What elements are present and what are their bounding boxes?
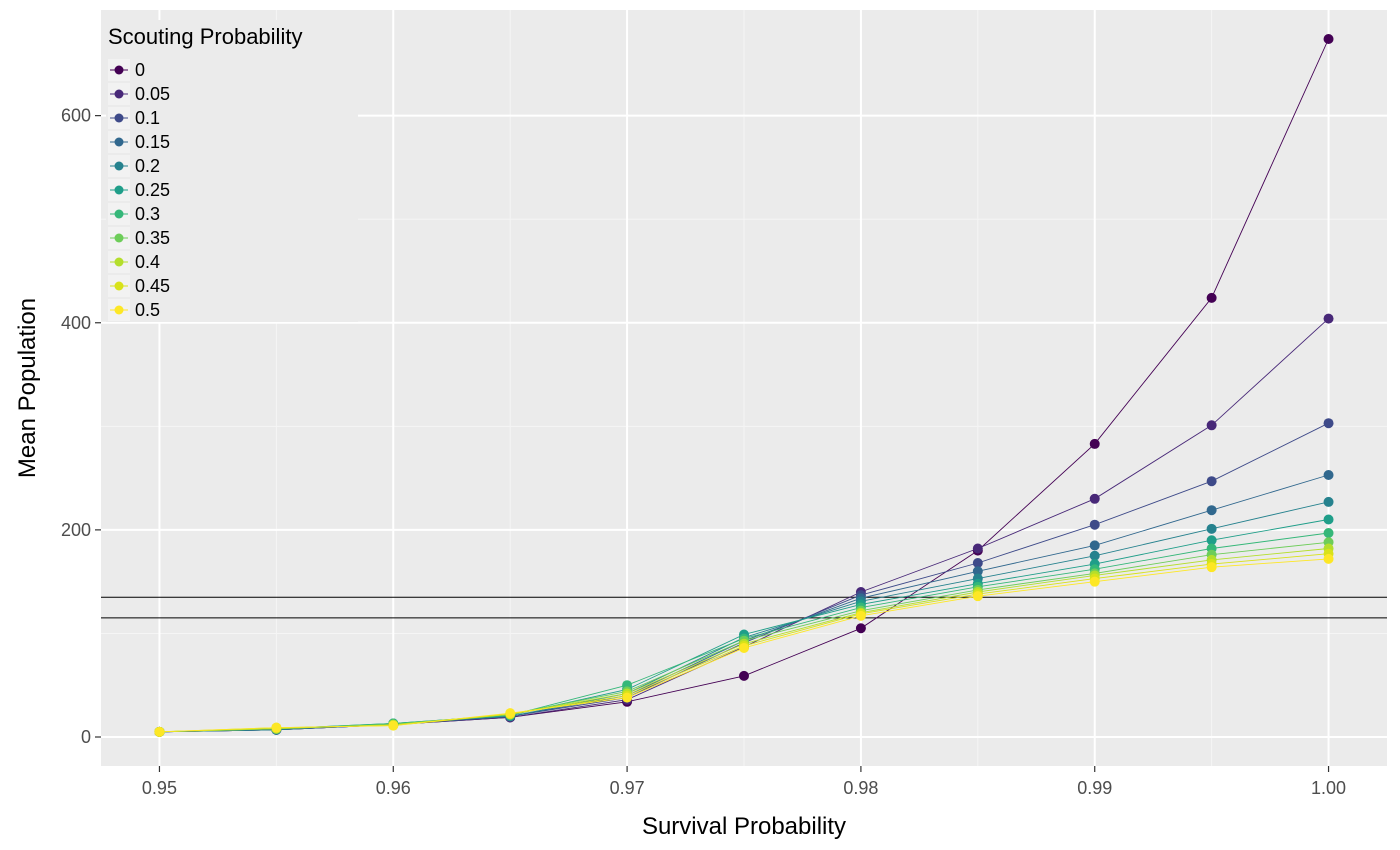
legend-key-0.25 <box>108 179 130 201</box>
data-point-0.1 <box>1089 519 1100 530</box>
x-tick-label: 1.00 <box>1311 778 1346 798</box>
data-point-0 <box>1089 438 1100 449</box>
reference-lines <box>101 596 1387 619</box>
data-point-0.5 <box>739 642 749 653</box>
legend-key-point <box>114 89 124 99</box>
legend-key-0.2 <box>108 155 130 177</box>
legend: Scouting Probability 0 0.05 0.1 0.15 0.2 0.25… <box>106 20 358 322</box>
legend-key-0.1 <box>108 107 130 129</box>
data-point-0.15 <box>1323 469 1334 480</box>
legend-key-point <box>114 281 124 291</box>
y-axis-ticks: 0 200 400 600 <box>61 106 101 747</box>
data-point-0.05 <box>972 543 983 554</box>
legend-key-0.35 <box>108 227 130 249</box>
x-axis-title: Survival Probability <box>642 813 846 840</box>
data-point-0.2 <box>1206 523 1217 534</box>
data-point-0.15 <box>1206 505 1217 516</box>
data-point-0.5 <box>622 692 633 703</box>
legend-label-0.4: 0.4 <box>135 252 160 272</box>
legend-label-0: 0 <box>135 60 145 80</box>
data-point-0.1 <box>1323 418 1334 429</box>
legend-label-0.45: 0.45 <box>135 276 170 296</box>
data-point-0.25 <box>1206 535 1217 546</box>
data-point-0.5 <box>388 720 399 731</box>
legend-key-point <box>114 305 124 315</box>
data-point-0.1 <box>972 558 983 569</box>
legend-label-0.35: 0.35 <box>135 228 170 248</box>
x-tick-label: 0.98 <box>843 778 878 798</box>
legend-key-0 <box>108 59 130 81</box>
legend-key-point <box>114 209 124 219</box>
y-tick-label: 200 <box>61 520 91 540</box>
x-tick-label: 0.99 <box>1077 778 1112 798</box>
data-point-0.25 <box>1323 514 1334 525</box>
data-point-0.5 <box>855 610 866 621</box>
series-points <box>154 33 1334 737</box>
data-point-0.05 <box>1089 493 1100 504</box>
legend-label-0.25: 0.25 <box>135 180 170 200</box>
legend-key-point <box>114 185 124 195</box>
legend-key-0.15 <box>108 131 130 153</box>
legend-title: Scouting Probability <box>108 24 302 49</box>
legend-label-0.05: 0.05 <box>135 84 170 104</box>
data-point-0.5 <box>1323 553 1334 564</box>
y-tick-label: 400 <box>61 313 91 333</box>
y-tick-label: 0 <box>81 727 91 747</box>
data-point-0.5 <box>1206 562 1217 573</box>
legend-key-0.5 <box>108 299 130 321</box>
data-point-0.5 <box>1089 576 1100 587</box>
legend-key-point <box>114 137 124 147</box>
legend-label-0.3: 0.3 <box>135 204 160 224</box>
legend-key-0.3 <box>108 203 130 225</box>
data-point-0 <box>739 670 749 681</box>
legend-key-0.4 <box>108 251 130 273</box>
legend-label-0.15: 0.15 <box>135 132 170 152</box>
y-tick-label: 600 <box>61 106 91 126</box>
data-point-0.1 <box>1206 476 1217 487</box>
legend-key-0.45 <box>108 275 130 297</box>
legend-key-point <box>114 113 124 123</box>
data-point-0.5 <box>271 722 282 733</box>
y-axis-title: Mean Population <box>14 298 41 478</box>
data-point-0.15 <box>972 566 983 577</box>
data-point-0.5 <box>505 708 516 719</box>
data-point-0 <box>1323 33 1334 44</box>
data-point-0.3 <box>1323 527 1334 538</box>
legend-label-0.1: 0.1 <box>135 108 160 128</box>
x-tick-label: 0.95 <box>142 778 177 798</box>
legend-key-point <box>114 257 124 267</box>
data-point-0.5 <box>154 726 165 737</box>
x-axis-ticks: 0.95 0.96 0.97 0.98 0.99 1.00 <box>142 766 1346 798</box>
legend-key-point <box>114 233 124 243</box>
data-point-0 <box>1206 292 1217 303</box>
x-tick-label: 0.96 <box>376 778 411 798</box>
x-tick-label: 0.97 <box>610 778 645 798</box>
data-point-0 <box>855 623 866 634</box>
legend-background <box>106 20 358 322</box>
data-point-0.05 <box>1323 313 1334 324</box>
data-point-0.05 <box>1206 420 1217 431</box>
legend-key-point <box>114 65 124 75</box>
legend-key-0.05 <box>108 83 130 105</box>
legend-label-0.2: 0.2 <box>135 156 160 176</box>
data-point-0.15 <box>1089 540 1100 551</box>
legend-key-point <box>114 161 124 171</box>
legend-label-0.5: 0.5 <box>135 300 160 320</box>
data-point-0.2 <box>1089 550 1100 561</box>
data-point-0.2 <box>1323 496 1334 507</box>
data-point-0.5 <box>972 591 983 602</box>
